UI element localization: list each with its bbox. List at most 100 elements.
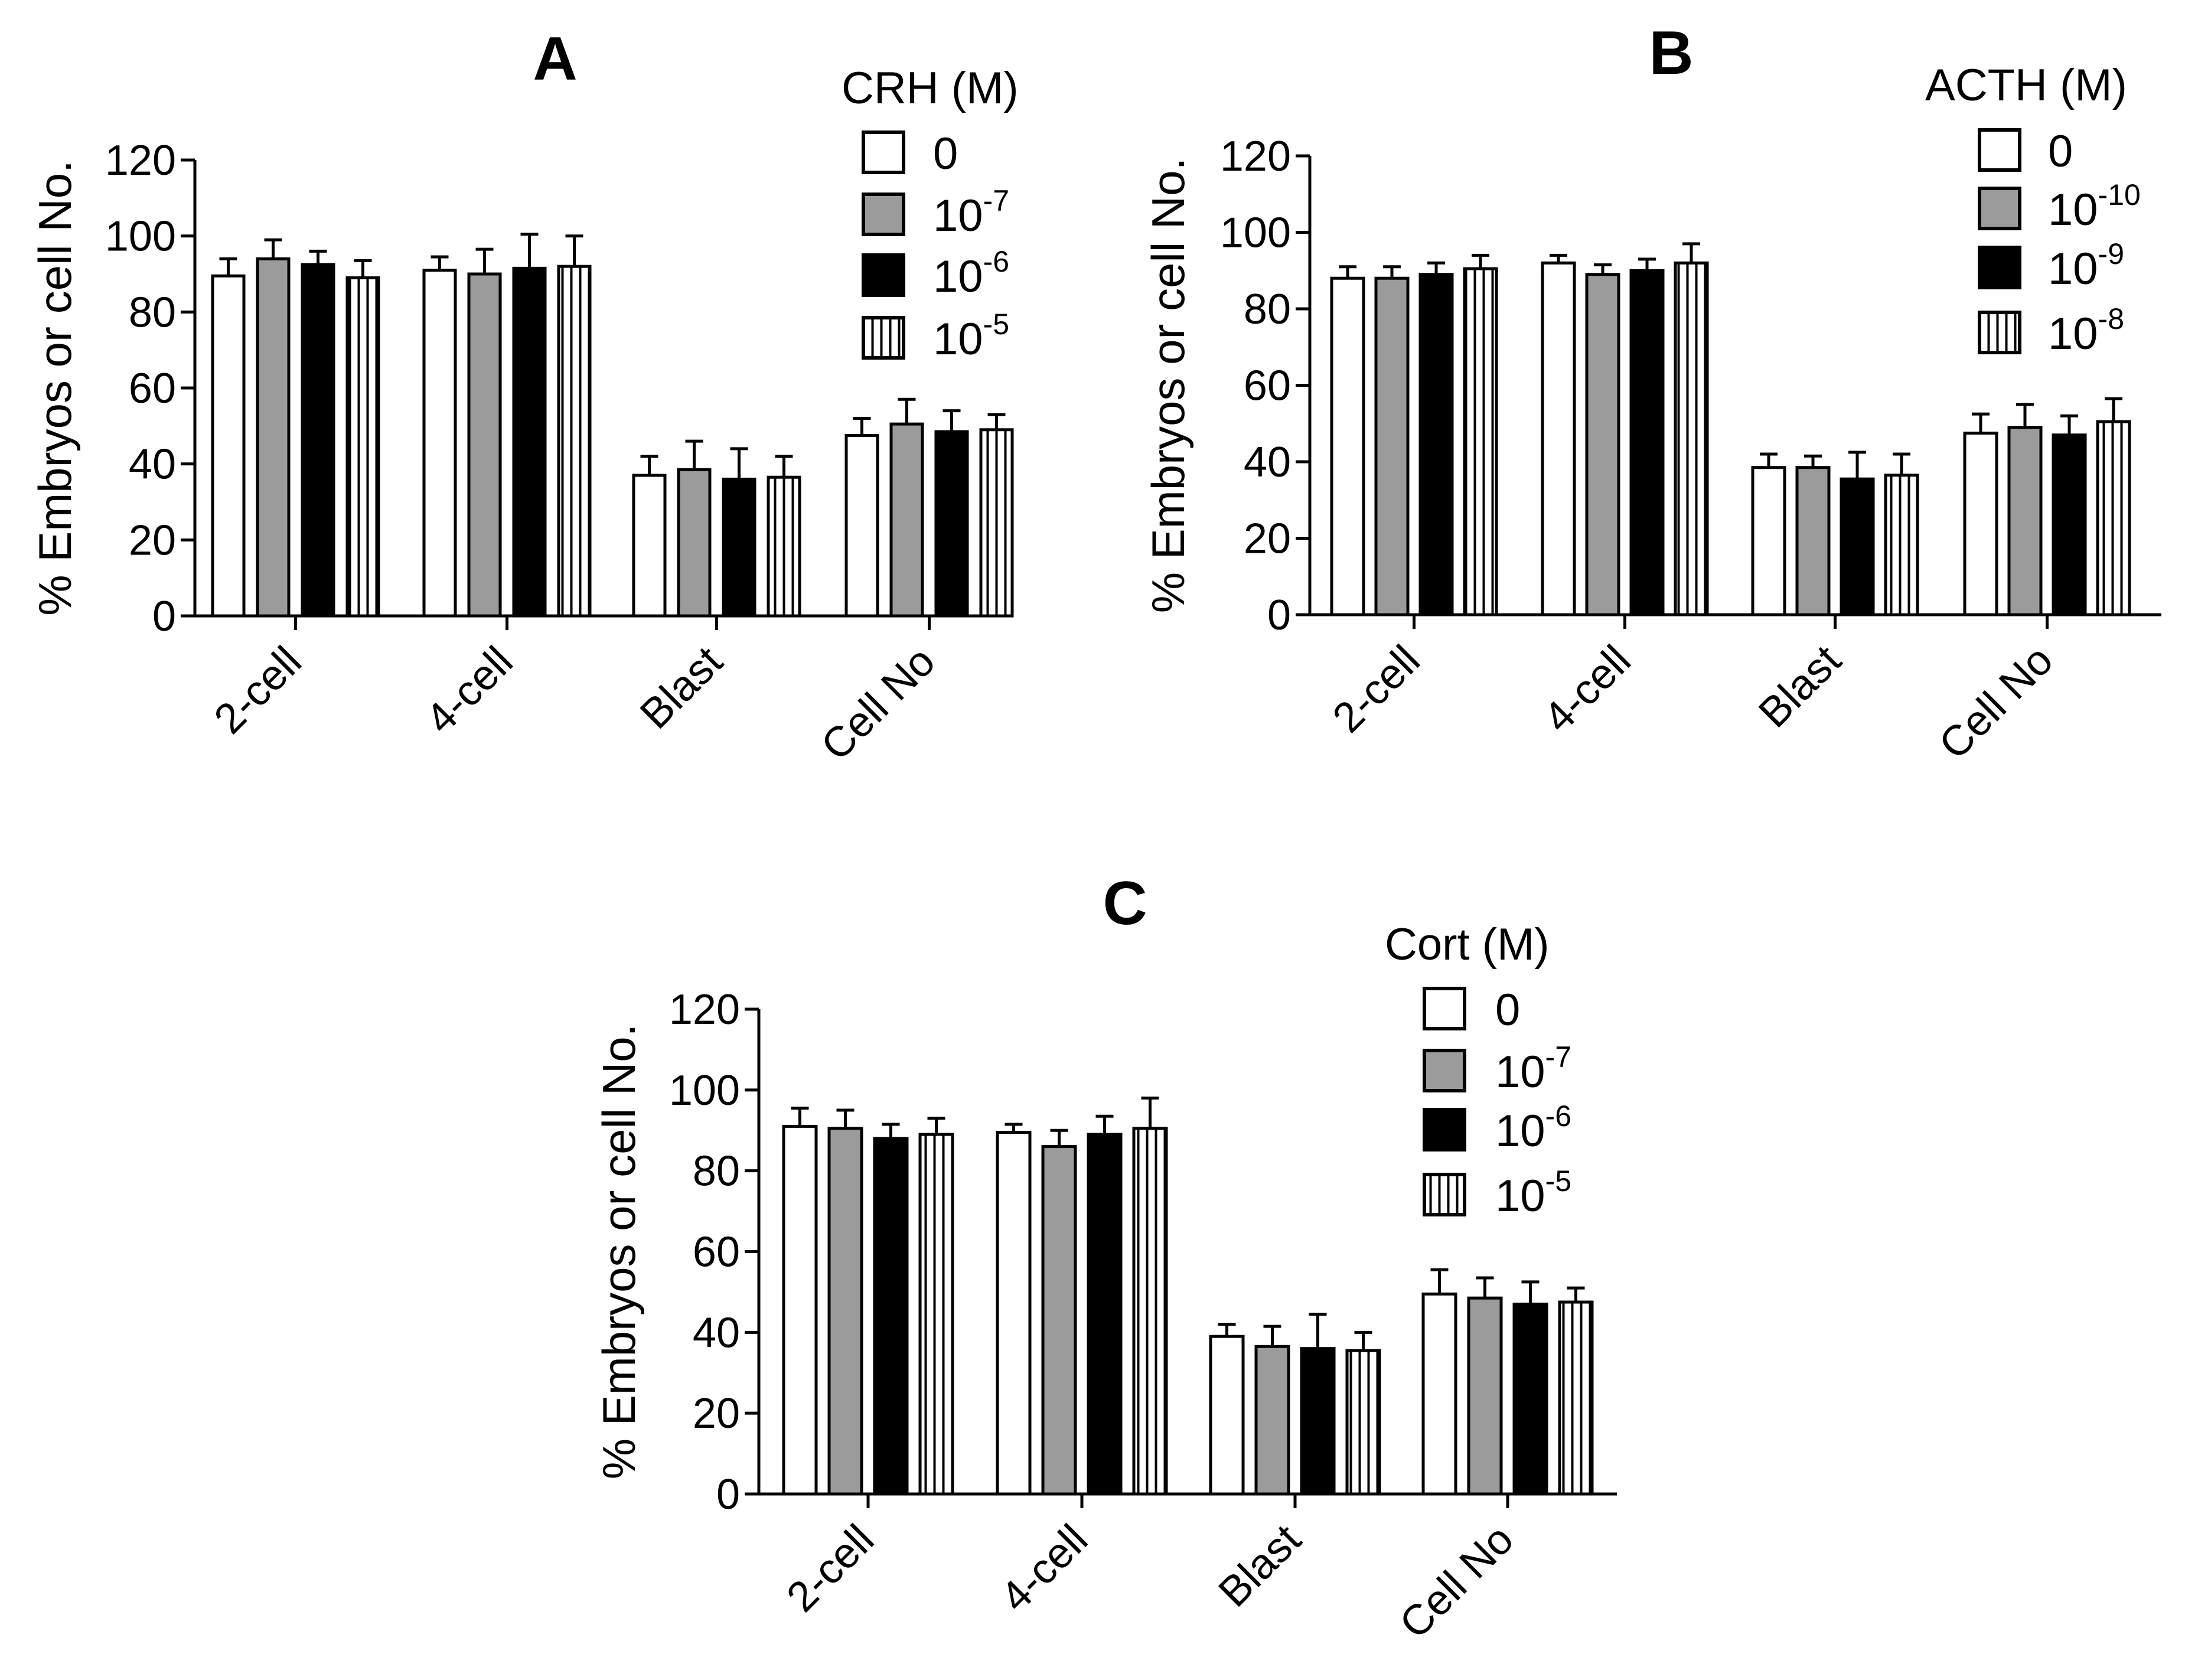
legend-swatch <box>1423 1173 1466 1216</box>
bar <box>1585 273 1620 616</box>
y-tick-label: 100 <box>1220 210 1291 257</box>
y-tick-label: 40 <box>1244 439 1291 486</box>
bar <box>1541 261 1576 616</box>
category-label: 4-cell <box>417 638 522 743</box>
category-label: 2-cell <box>206 638 311 743</box>
category-label: Blast <box>1750 637 1850 737</box>
bar <box>467 272 502 618</box>
bar <box>996 1131 1032 1496</box>
bar <box>1674 261 1709 616</box>
bar <box>1629 269 1665 616</box>
bar <box>1087 1133 1123 1496</box>
category-label: Blast <box>1210 1516 1310 1616</box>
category-label: 4-cell <box>992 1516 1097 1621</box>
bar <box>1884 474 1919 616</box>
category-label: Cell No <box>1930 637 2062 769</box>
legend-label: 0 <box>2048 126 2073 177</box>
legend-label: 10-7 <box>933 184 1009 241</box>
bar <box>557 265 592 618</box>
legend-swatch <box>862 316 905 360</box>
bar <box>1963 431 1998 616</box>
bar <box>934 430 969 618</box>
category-label: Cell No <box>812 638 944 770</box>
legend-label: 0 <box>933 129 958 179</box>
legend-label: 10-5 <box>1495 1164 1571 1221</box>
y-tick-label: 80 <box>1244 286 1291 333</box>
panel-title: A <box>533 25 577 93</box>
bar <box>1041 1145 1077 1496</box>
bar <box>1418 273 1454 616</box>
legend-label: 10-6 <box>933 245 1009 302</box>
legend-swatch <box>862 131 905 174</box>
y-tick-label: 20 <box>1244 516 1291 563</box>
bar <box>2052 433 2087 616</box>
bar <box>677 468 712 618</box>
y-tick-label: 60 <box>129 365 176 412</box>
bar <box>1463 267 1498 616</box>
y-tick-label: 0 <box>152 593 176 640</box>
legend: CRH (M) 010-710-6 10-5 <box>842 63 1019 364</box>
legend-label: 10-5 <box>933 308 1009 364</box>
bar <box>512 266 547 618</box>
legend-swatch <box>1978 128 2021 172</box>
bar <box>782 1124 818 1496</box>
legend-label: 10-7 <box>1495 1040 1571 1097</box>
legend-swatch <box>1423 1049 1466 1092</box>
category-label: Cell No <box>1391 1516 1523 1648</box>
y-tick-label: 120 <box>669 986 740 1033</box>
bar <box>211 274 246 618</box>
bar <box>2096 420 2131 616</box>
legend-swatch <box>1978 187 2021 230</box>
legend-swatch <box>1423 987 1466 1030</box>
bar <box>1751 466 1786 616</box>
bar <box>1558 1300 1594 1496</box>
bar <box>1300 1347 1336 1496</box>
category-label: 4-cell <box>1535 637 1640 742</box>
bar <box>422 269 457 618</box>
y-tick-label: 80 <box>693 1148 740 1195</box>
y-tick-label: 0 <box>1267 592 1291 639</box>
legend-swatch <box>1978 311 2021 354</box>
y-tick-label: 0 <box>716 1471 740 1518</box>
category-label: 2-cell <box>778 1516 883 1621</box>
legend-title: Cort (M) <box>1385 919 1550 970</box>
chart-panel-B: B 0 20 40 60 80 100 120 % Embryos or cell No. 2-c… <box>1142 19 2161 768</box>
bar <box>979 428 1014 618</box>
bar <box>1512 1302 1548 1496</box>
category-label: Blast <box>631 638 732 738</box>
bar <box>827 1127 863 1496</box>
legend-swatch <box>1423 1108 1466 1151</box>
bar <box>1132 1127 1168 1496</box>
y-tick-label: 120 <box>1220 133 1291 180</box>
panel-title: C <box>1103 869 1147 938</box>
legend-swatch <box>1978 246 2021 289</box>
bar <box>918 1133 954 1496</box>
y-tick-label: 20 <box>693 1390 740 1437</box>
bar <box>1330 276 1365 616</box>
legend: Cort (M) 010-710-6 10-5 <box>1385 919 1571 1221</box>
bar <box>1209 1335 1245 1496</box>
y-tick-label: 20 <box>129 517 176 564</box>
y-tick-label: 120 <box>105 137 176 184</box>
y-axis-title: % Embryos or cell No. <box>29 160 81 616</box>
bar <box>1467 1296 1503 1496</box>
legend-title: CRH (M) <box>842 63 1019 113</box>
category-label: 2-cell <box>1324 637 1429 742</box>
bar <box>767 475 801 618</box>
y-tick-label: 40 <box>693 1309 740 1356</box>
bar <box>301 263 335 618</box>
legend-swatch <box>862 253 905 297</box>
bar <box>632 474 667 618</box>
y-tick-label: 60 <box>1244 363 1291 410</box>
y-axis-title: % Embryos or cell No. <box>593 1024 645 1480</box>
bar <box>889 422 924 618</box>
legend-label: 10-10 <box>2048 178 2141 235</box>
chart-panel-C: C 0 20 40 60 80 100 120 % Embryos or cell No. 2-c… <box>593 869 1617 1648</box>
y-tick-label: 40 <box>129 441 176 488</box>
bar <box>722 477 756 618</box>
bar <box>2007 426 2043 616</box>
legend-title: ACTH (M) <box>1925 60 2127 110</box>
legend-swatch <box>862 193 905 236</box>
